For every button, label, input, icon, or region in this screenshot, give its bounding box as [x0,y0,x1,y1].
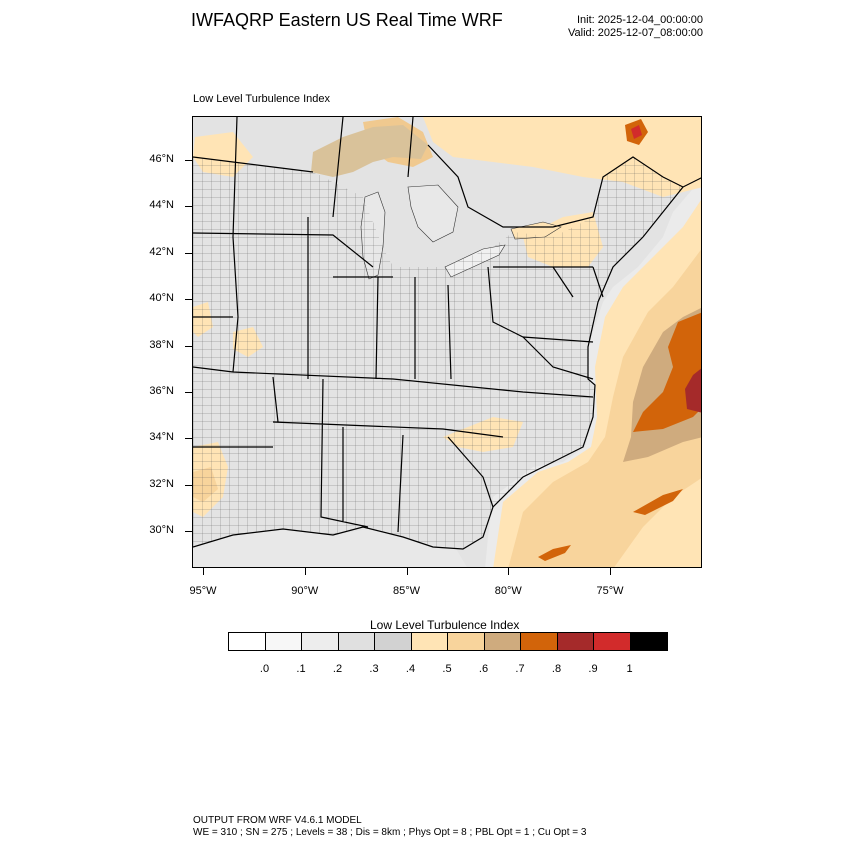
latitude-tick [185,531,192,532]
latitude-label: 34°N [149,431,174,444]
valid-time: Valid: 2025-12-07_08:00:00 [568,27,703,39]
colorbar-label: .5 [442,663,452,675]
latitude-tick [185,206,192,208]
colorbar-label: .9 [588,663,598,675]
turbulence-ocean-red [685,368,701,413]
latitude-tick [185,299,192,301]
colorbar-swatch [229,633,266,650]
coastline [193,186,684,550]
state-borders [193,117,604,533]
colorbar-label: .1 [296,663,306,675]
colorbar-label: .4 [405,663,416,675]
model-info-line2: WE = 310 ; SN = 275 ; Levels = 38 ; Dis … [193,827,587,838]
colorbar-swatch [411,633,448,650]
latitude-label: 32°N [149,477,174,490]
longitude-label: 85°W [392,585,421,597]
latitude-label: 40°N [149,292,174,305]
latitude-tick [185,345,192,347]
longitude-label: 80°W [494,585,522,597]
longitude-label: 95°W [189,585,217,597]
latitude-label: 36°N [149,384,174,397]
canada-border [193,144,701,228]
colorbar-label: .3 [369,663,379,675]
lake-huron [407,184,459,243]
latitude-label: 44°N [149,199,174,212]
colorbar-swatch [484,633,521,650]
colorbar-label: .6 [478,663,489,675]
latitude-tick [185,160,192,161]
gulf-of-mexico [193,529,467,567]
colorbar-swatch [594,633,631,650]
longitude-label: 90°W [291,585,319,597]
colorbar-swatch [375,633,412,650]
colorbar-title: Low Level Turbulence Index [370,618,520,632]
latitude-tick [185,484,192,486]
init-time: Init: 2025-12-04_00:00:00 [577,14,703,26]
turbulence-ocean-mid [508,249,701,567]
longitude-tick [406,568,408,575]
longitude-tick [508,568,510,575]
colorbar-swatch [557,633,594,650]
colorbar-label: .8 [551,663,562,675]
colorbar-swatch [448,633,485,650]
latitude-tick [185,252,192,254]
longitude-tick [610,568,611,575]
latitude-label: 42°N [149,245,174,258]
colorbar-label: .2 [332,663,343,675]
colorbar [228,632,668,651]
map-panel [192,116,702,568]
colorbar-label: .0 [259,663,270,675]
longitude-label: 75°W [596,585,624,597]
map-title: IWFAQRP Eastern US Real Time WRF [191,10,503,30]
latitude-tick [185,391,192,393]
panel-label: Low Level Turbulence Index [193,93,330,105]
colorbar-swatch [630,633,667,650]
model-info-line1: OUTPUT FROM WRF V4.6.1 MODEL [193,815,362,826]
turbulence-south-streak [538,489,683,561]
latitude-tick [185,438,192,440]
longitude-tick [304,568,306,575]
us-states [193,157,683,549]
turbulence-ocean-orange [633,312,701,432]
colorbar-label: 1 [626,663,633,675]
latitude-label: 38°N [149,338,174,351]
latitude-label: 46°N [149,153,174,165]
latitude-label: 30°N [149,524,174,536]
colorbar-label: .7 [515,663,525,675]
colorbar-swatch [338,633,375,650]
turbulence-hotspot-red [631,125,642,139]
lake-superior [311,125,428,177]
colorbar-swatch [302,633,339,650]
colorbar-swatch [521,633,558,650]
longitude-tick [203,568,204,575]
colorbar-swatch [265,633,302,650]
map-canvas [193,117,701,567]
